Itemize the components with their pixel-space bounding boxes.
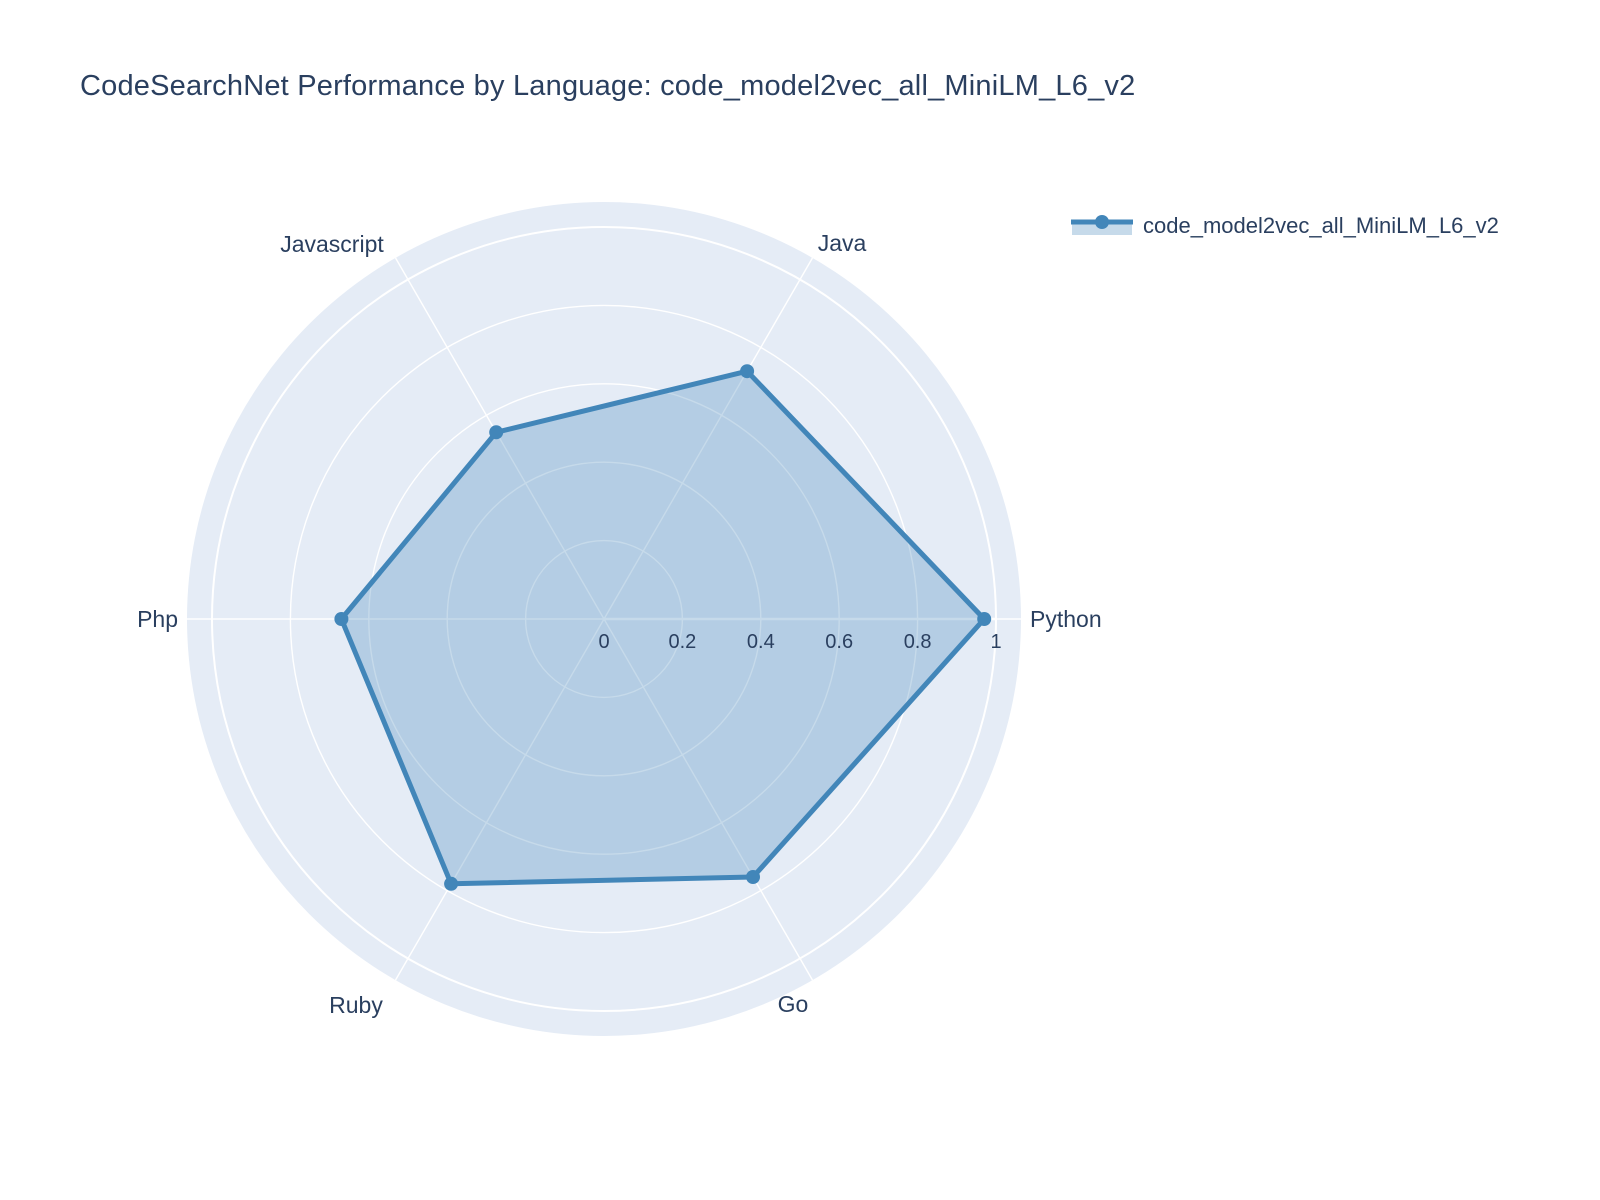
legend-swatch-icon bbox=[1071, 215, 1133, 235]
radial-tick-label: 0.6 bbox=[825, 631, 853, 653]
category-label: Python bbox=[1030, 606, 1102, 632]
category-label: Java bbox=[818, 230, 867, 256]
radial-tick-label: 0.4 bbox=[747, 631, 775, 653]
angular-gridline bbox=[603, 257, 814, 620]
data-point-marker bbox=[489, 425, 504, 440]
chart-title: CodeSearchNet Performance by Language: c… bbox=[80, 70, 1136, 102]
data-point-marker bbox=[740, 364, 755, 379]
category-label: Ruby bbox=[329, 992, 383, 1018]
angular-gridline bbox=[394, 618, 605, 981]
angular-gridline bbox=[394, 257, 605, 620]
legend-item[interactable]: code_model2vec_all_MiniLM_L6_v2 bbox=[1071, 213, 1499, 239]
angular-gridline bbox=[603, 618, 814, 981]
radial-tick-label: 0.2 bbox=[668, 631, 696, 653]
legend-series-label: code_model2vec_all_MiniLM_L6_v2 bbox=[1143, 213, 1499, 238]
radial-tick-label: 0 bbox=[598, 631, 609, 653]
category-label: Php bbox=[137, 606, 178, 632]
radial-tick-label: 1 bbox=[990, 631, 1001, 653]
data-point-marker bbox=[746, 870, 760, 884]
data-point-marker bbox=[444, 876, 459, 891]
data-point-marker bbox=[334, 612, 349, 626]
category-label: Go bbox=[778, 991, 809, 1017]
radial-tick-label: 0.8 bbox=[904, 631, 932, 653]
data-point-marker bbox=[977, 612, 992, 626]
category-label: Javascript bbox=[280, 231, 384, 257]
